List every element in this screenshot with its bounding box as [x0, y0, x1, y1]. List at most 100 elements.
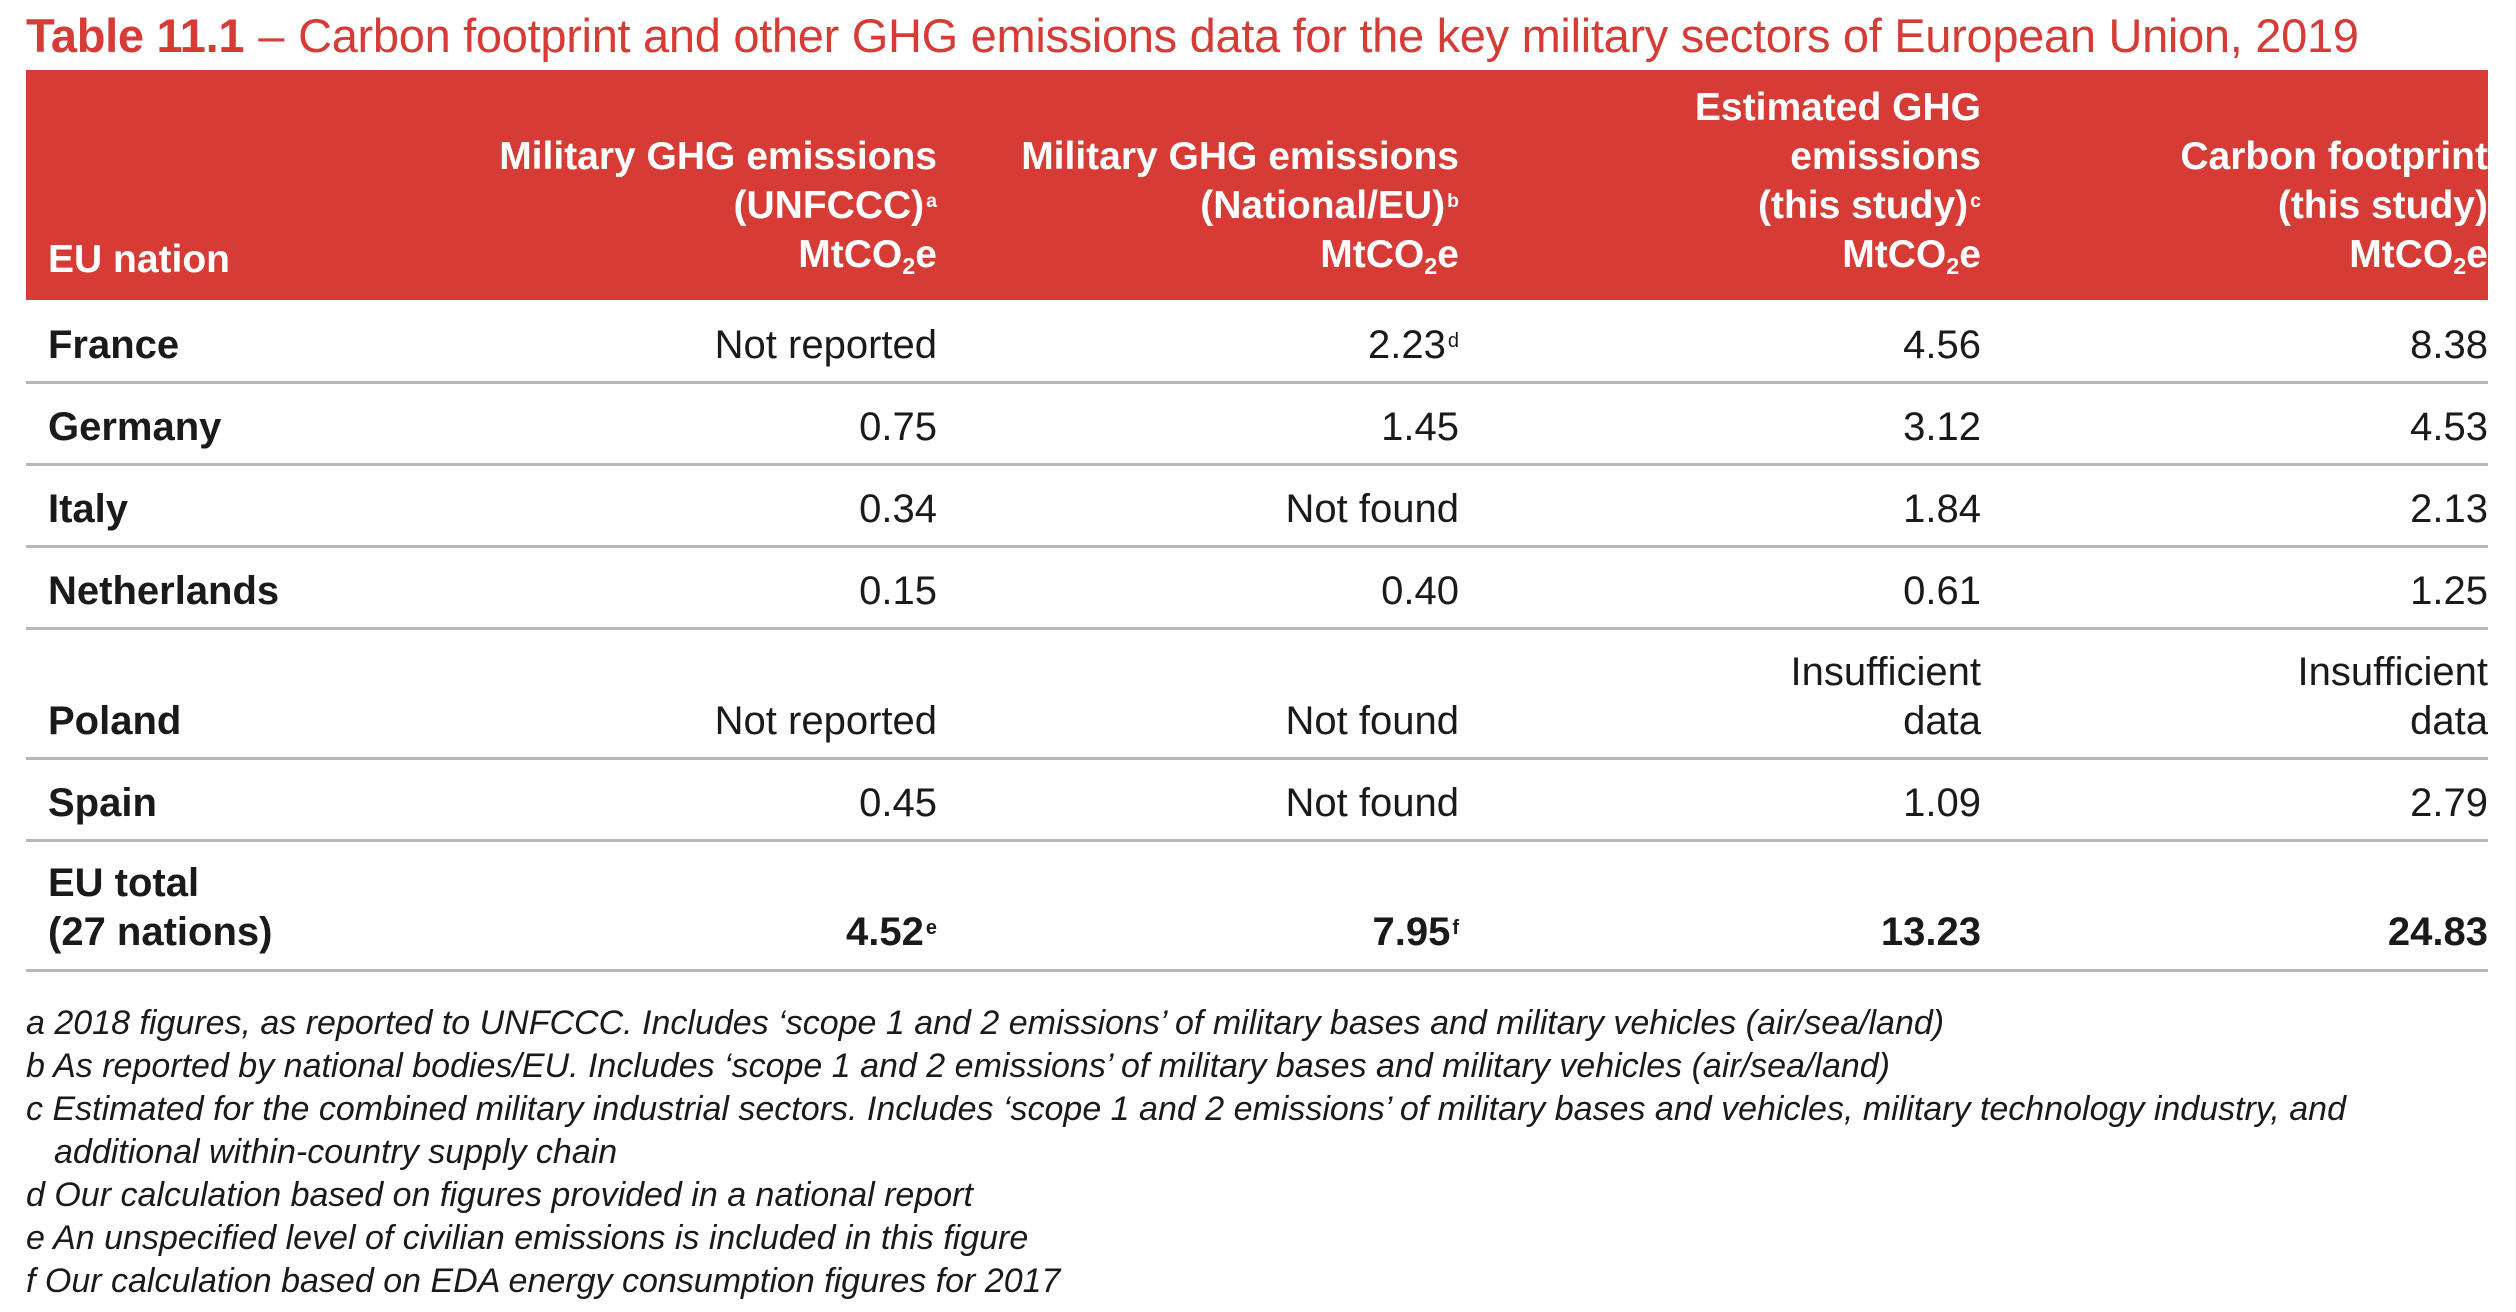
- national-total-value: 7.95: [1372, 909, 1451, 954]
- table-row-france: France Not reported 2.23 d 4.56 8.38: [26, 300, 2488, 384]
- national-cell: Not found: [937, 628, 1459, 760]
- header-national-line2-text: (National/EU): [1200, 184, 1446, 227]
- footnote-marker-e: e: [925, 916, 937, 939]
- unit-pre: MtCO: [2349, 233, 2454, 276]
- table-row-eu-total: EU total (27 nations) 4.52 e 7.95 f 13.23 …: [26, 840, 2488, 972]
- footnote-b: b As reported by national bodies/EU. Inc…: [26, 1046, 1891, 1085]
- footprint-cell: 1.25: [1981, 546, 2488, 630]
- unit-pre: MtCO: [1842, 233, 1947, 276]
- national-cell: 7.95 f: [937, 840, 1459, 972]
- footnote-a: a 2018 figures, as reported to UNFCCC. I…: [26, 1003, 1945, 1042]
- header-row: EU nation Military GHG emissions (UNFCCC…: [26, 70, 2488, 300]
- table-row-netherlands: Netherlands 0.15 0.40 0.61 1.25: [26, 546, 2488, 630]
- footnotes: a 2018 figures, as reported to UNFCCC. I…: [26, 1002, 2488, 1303]
- footnote-d: d Our calculation based on figures provi…: [26, 1175, 973, 1214]
- footnote-marker-d: d: [1447, 329, 1459, 352]
- header-footprint-unit: MtCO2e: [1981, 230, 2488, 284]
- table-body: France Not reported 2.23 d 4.56 8.38 Germ…: [26, 300, 2489, 972]
- footprint-cell: Insufficient data: [1981, 628, 2489, 760]
- estimated-cell: 1.84: [1459, 464, 1981, 548]
- estimated-line1: Insufficient: [1790, 649, 1982, 694]
- unfccc-cell: 0.45: [414, 758, 937, 842]
- header-estimated-line2: emissions: [1790, 135, 1981, 178]
- nation-cell: France: [26, 300, 414, 384]
- header-unfccc-unit: MtCO2e: [414, 230, 937, 284]
- table-row-italy: Italy 0.34 Not found 1.84 2.13: [26, 464, 2488, 548]
- footnote-f: f Our calculation based on EDA energy co…: [26, 1261, 1061, 1300]
- table-number: Table 11.1: [26, 8, 245, 62]
- header-footprint-line1: Carbon footprint: [2180, 135, 2488, 178]
- footprint-line1: Insufficient: [2297, 649, 2489, 694]
- national-cell: 1.45: [937, 382, 1459, 466]
- nation-cell: Netherlands: [26, 546, 414, 630]
- national-cell: 2.23 d: [937, 300, 1459, 384]
- footnote-marker-b: b: [1447, 190, 1459, 212]
- footnote-marker-a: a: [926, 190, 937, 212]
- footprint-cell: 8.38: [1981, 300, 2488, 384]
- unit-pre: MtCO: [1320, 233, 1425, 276]
- header-estimated-ghg: Estimated GHG emissions (this study) c Mt…: [1459, 70, 1981, 300]
- header-estimated-line3: (this study) c: [1459, 181, 1981, 230]
- unit-post: e: [1437, 233, 1459, 276]
- document-page: Table 11.1 – Carbon footprint and other …: [26, 0, 2488, 1303]
- unit-sub: 2: [1946, 253, 1960, 279]
- table-row-germany: Germany 0.75 1.45 3.12 4.53: [26, 382, 2488, 466]
- header-unfccc: Military GHG emissions (UNFCCC) a MtCO2e: [414, 70, 937, 300]
- table-caption: Carbon footprint and other GHG emissions…: [298, 8, 2359, 62]
- header-national-eu: Military GHG emissions (National/EU) b Mt…: [937, 70, 1459, 300]
- unit-post: e: [1959, 233, 1981, 276]
- estimated-cell: 3.12: [1459, 382, 1981, 466]
- table-title: Table 11.1 – Carbon footprint and other …: [26, 0, 2488, 70]
- header-eu-nation: EU nation: [26, 70, 414, 300]
- nation-cell: Italy: [26, 464, 414, 548]
- footnote-c: c Estimated for the combined military in…: [26, 1089, 2346, 1171]
- header-unfccc-line2: (UNFCCC) a: [414, 181, 937, 230]
- unit-sub: 2: [1424, 253, 1438, 279]
- total-label-line2: (27 nations): [48, 909, 273, 954]
- footprint-cell: 24.83: [1981, 840, 2488, 972]
- header-estimated-unit: MtCO2e: [1459, 230, 1981, 284]
- footprint-cell: 2.79: [1981, 758, 2488, 842]
- header-national-unit: MtCO2e: [937, 230, 1459, 284]
- nation-cell: EU total (27 nations): [26, 840, 414, 972]
- nation-cell: Spain: [26, 758, 414, 842]
- table-header: EU nation Military GHG emissions (UNFCCC…: [26, 70, 2488, 300]
- footnote-e: e An unspecified level of civilian emiss…: [26, 1218, 1029, 1257]
- unit-sub: 2: [2453, 253, 2467, 279]
- nation-cell: Germany: [26, 382, 414, 466]
- title-dash: –: [258, 8, 285, 62]
- footprint-cell: 2.13: [1981, 464, 2488, 548]
- header-national-line2: (National/EU) b: [937, 181, 1459, 230]
- unfccc-total-value: 4.52: [846, 909, 924, 954]
- estimated-cell: Insufficient data: [1459, 628, 1982, 760]
- unit-sub: 2: [902, 253, 916, 279]
- header-eu-nation-label: EU nation: [48, 238, 230, 281]
- unfccc-cell: 0.75: [414, 382, 937, 466]
- header-unfccc-line1: Military GHG emissions: [499, 135, 937, 178]
- unfccc-cell: Not reported: [414, 628, 937, 760]
- header-estimated-line3-text: (this study): [1757, 184, 1969, 227]
- header-footprint-line2: (this study): [2277, 184, 2488, 227]
- unit-pre: MtCO: [798, 233, 903, 276]
- table-row-poland: Poland Not reported Not found Insufficie…: [26, 628, 2489, 760]
- national-cell: Not found: [937, 758, 1459, 842]
- estimated-cell: 1.09: [1459, 758, 1981, 842]
- footprint-line2: data: [2410, 698, 2488, 743]
- nation-cell: Poland: [26, 628, 414, 760]
- unfccc-cell: Not reported: [414, 300, 937, 384]
- estimated-line2: data: [1903, 698, 1981, 743]
- table-row-spain: Spain 0.45 Not found 1.09 2.79: [26, 758, 2488, 842]
- footprint-cell: 4.53: [1981, 382, 2488, 466]
- total-label-line1: EU total: [48, 860, 200, 905]
- unfccc-cell: 0.34: [414, 464, 937, 548]
- national-cell: Not found: [937, 464, 1459, 548]
- footnote-marker-c: c: [1970, 190, 1981, 212]
- header-national-line1: Military GHG emissions: [1021, 135, 1459, 178]
- estimated-cell: 13.23: [1459, 840, 1981, 972]
- unit-post: e: [915, 233, 937, 276]
- emissions-table: EU nation Military GHG emissions (UNFCCC…: [26, 70, 2488, 972]
- header-carbon-footprint: Carbon footprint (this study) MtCO2e: [1981, 70, 2488, 300]
- unfccc-cell: 0.15: [414, 546, 937, 630]
- estimated-cell: 0.61: [1459, 546, 1981, 630]
- footnote-marker-f: f: [1452, 916, 1459, 939]
